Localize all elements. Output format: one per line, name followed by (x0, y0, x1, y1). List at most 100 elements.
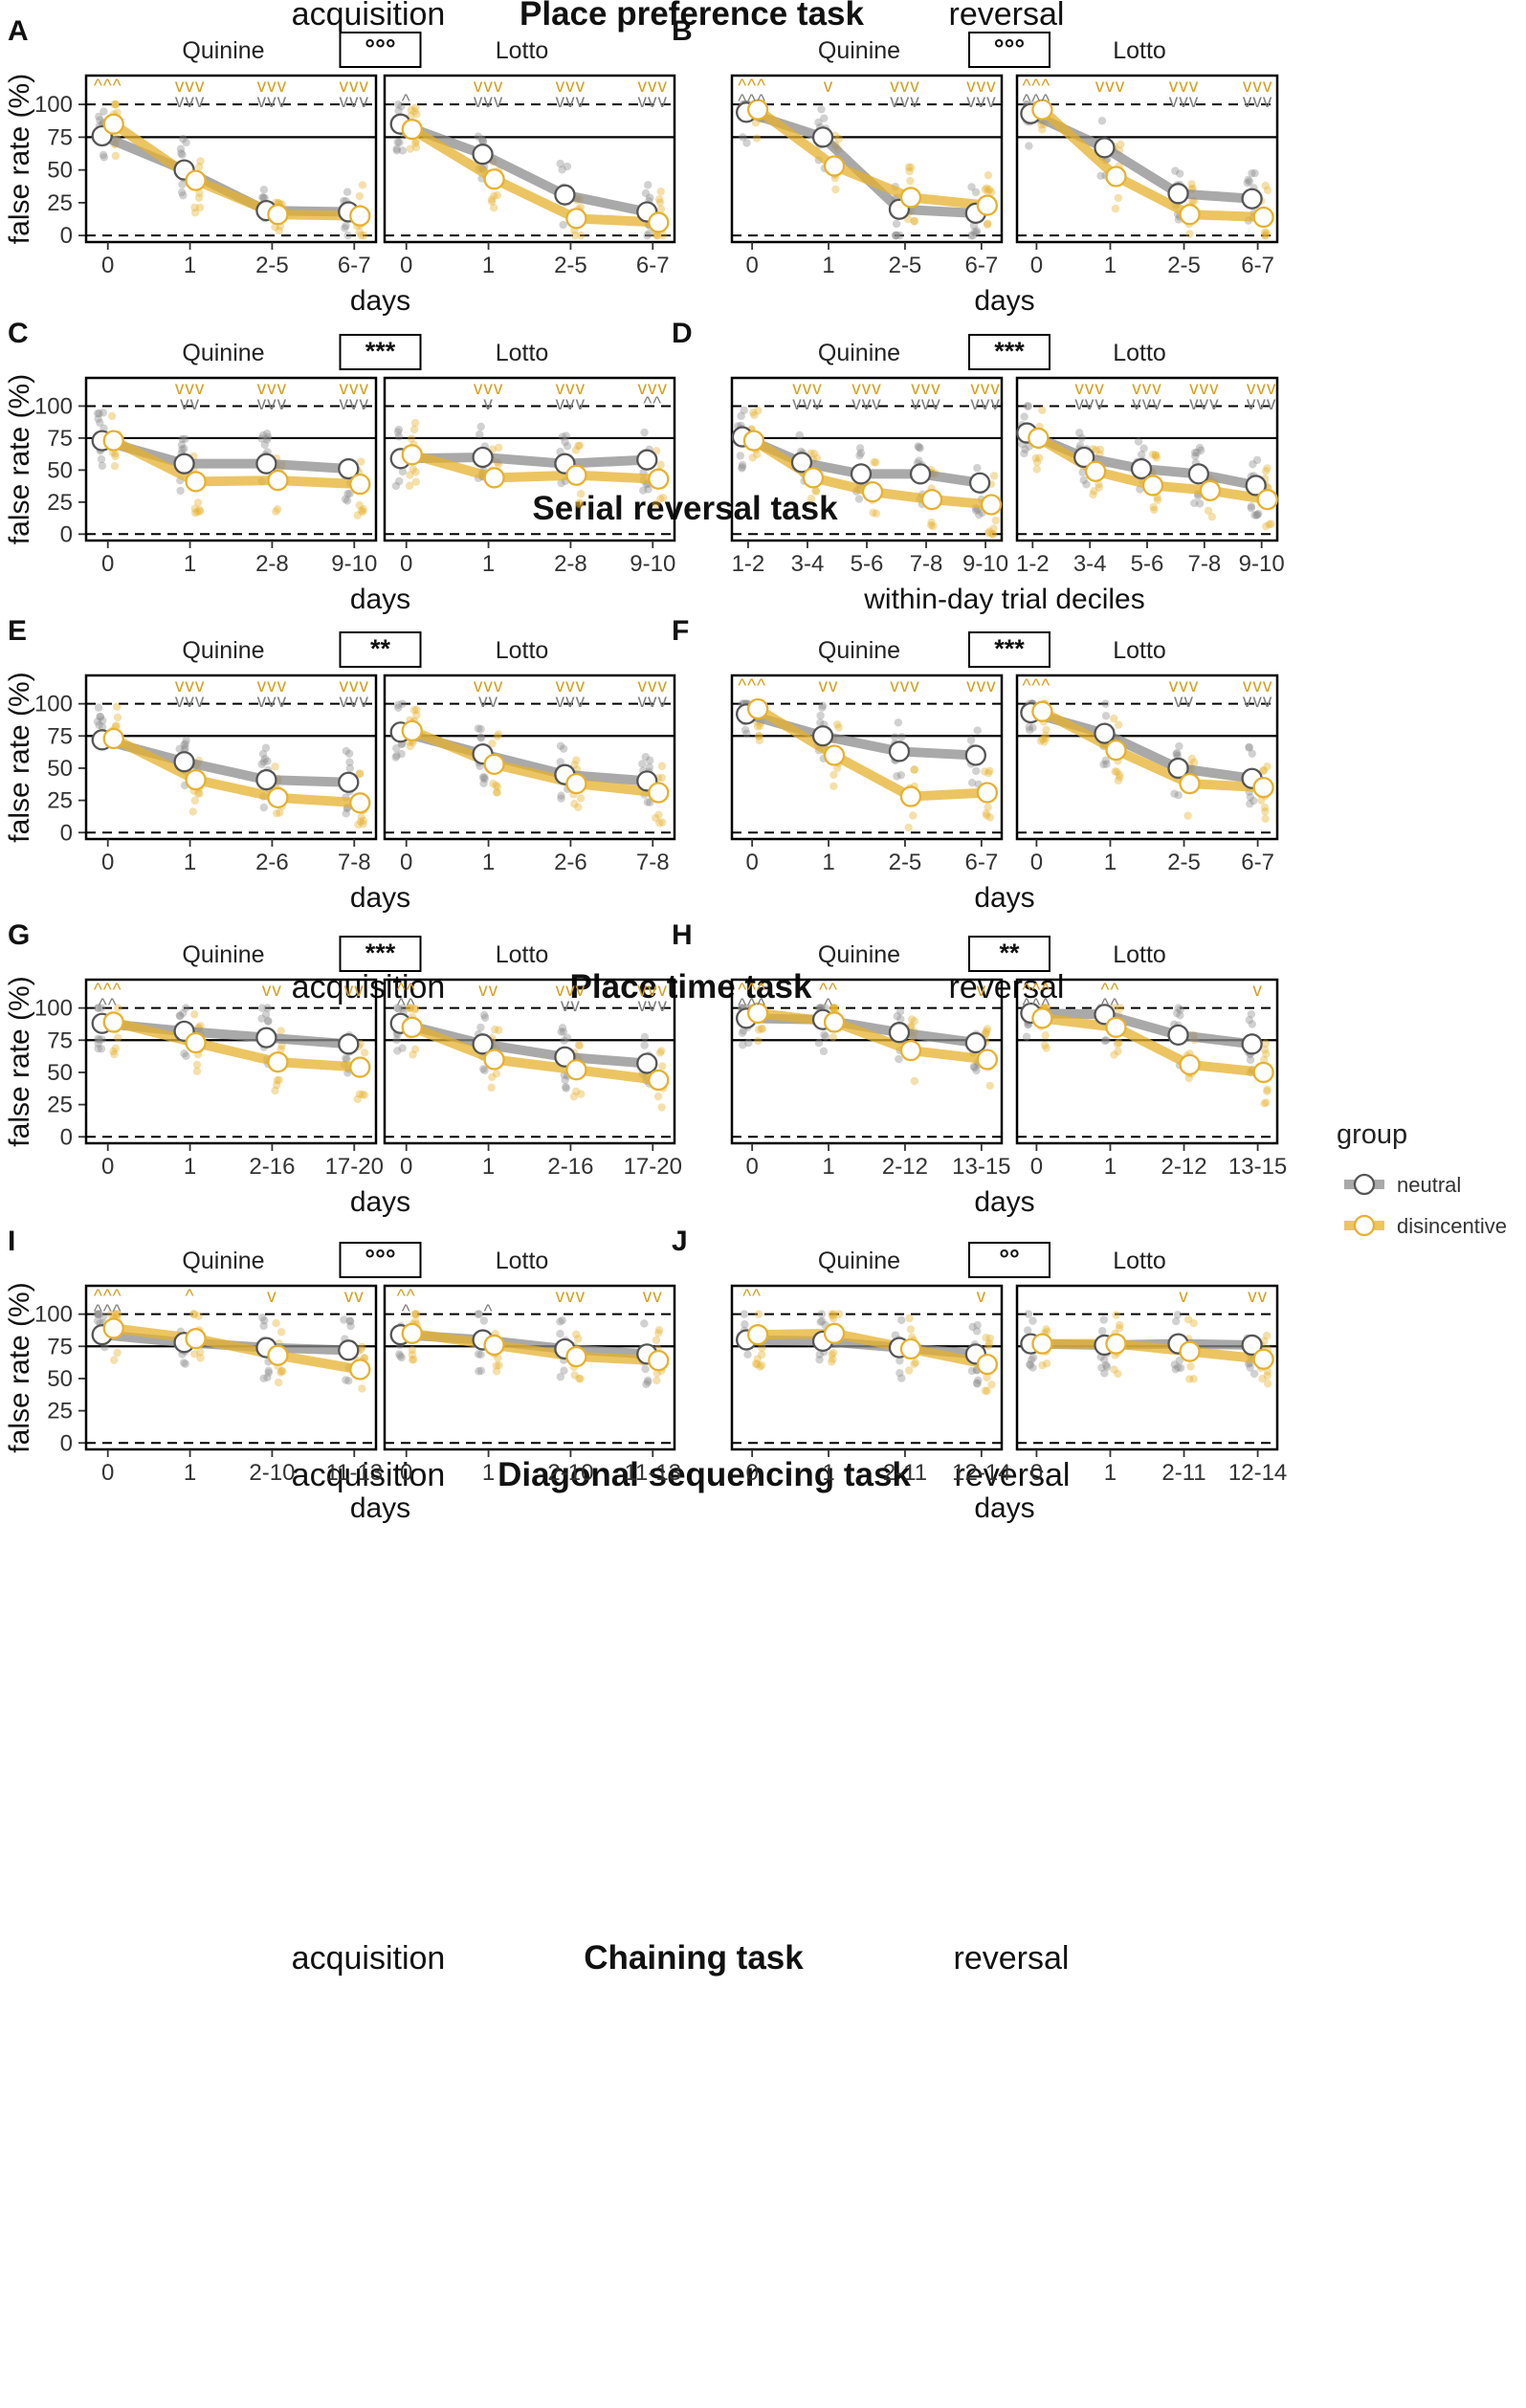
subject-point (260, 754, 270, 763)
subject-point (96, 418, 104, 427)
subject-point (478, 773, 488, 782)
quinine-label: Quinine (182, 637, 264, 664)
subject-point (1176, 1005, 1184, 1014)
subject-point (1102, 760, 1111, 768)
subject-point (1102, 1362, 1112, 1372)
subject-point (1114, 193, 1123, 203)
subject-point (829, 1310, 838, 1318)
x-tick-label: 6-7 (1241, 253, 1274, 278)
y-tick-label: 25 (47, 1093, 73, 1118)
subject-point (264, 1368, 274, 1378)
subject-point (983, 1386, 991, 1395)
subject-point (983, 1373, 991, 1382)
subject-point (872, 509, 881, 518)
subject-point (398, 146, 408, 155)
subject-point (1249, 460, 1257, 469)
subject-point (576, 490, 586, 498)
neutral-mean-point (472, 446, 494, 469)
subject-point (397, 1353, 406, 1362)
x-tick-label: 1 (184, 850, 196, 875)
disincentive-sig-marker: vvv (638, 379, 669, 399)
y-tick-label: 100 (34, 92, 73, 118)
disincentive-mean-point (483, 168, 505, 190)
subject-point (342, 746, 351, 756)
subject-point (412, 705, 421, 714)
subject-point (273, 808, 281, 818)
reversal-title: reversal (955, 1457, 1071, 1493)
subject-point (177, 440, 187, 450)
disincentive-sig-marker: vvv (1169, 676, 1200, 696)
legend-swatch-point (1353, 1173, 1376, 1196)
subject-point (644, 485, 652, 494)
subject-point (398, 699, 407, 708)
subject-point (856, 449, 866, 457)
subject-point (93, 409, 102, 418)
subject-point (93, 718, 102, 726)
disincentive-mean-point (401, 444, 423, 466)
subject-point (272, 507, 280, 516)
lotto-label: Lotto (496, 1248, 549, 1274)
subject-point (973, 726, 982, 735)
subject-point (1175, 741, 1183, 751)
x-tick-label: 1 (482, 1460, 495, 1486)
x-tick-label: 1 (822, 1154, 834, 1180)
subject-point (556, 758, 564, 766)
subject-point (985, 766, 994, 776)
subject-point (814, 118, 823, 127)
subject-point (277, 1367, 286, 1376)
subject-point (1095, 480, 1103, 489)
x-tick-label: 2-11 (883, 1460, 927, 1486)
subject-point (410, 418, 420, 428)
subject-point (984, 1338, 994, 1348)
subject-point (1040, 1041, 1050, 1049)
subject-point (1100, 1369, 1109, 1378)
subject-point (561, 1075, 569, 1085)
facet-frame (84, 674, 378, 841)
subject-point (94, 1004, 102, 1012)
lotto-label: Lotto (496, 941, 549, 968)
x-axis-label: within-day trial deciles (863, 584, 1144, 615)
subject-point (1022, 1032, 1031, 1041)
disincentive-mean-line (410, 450, 659, 484)
neutral-sig-marker: vvv (340, 92, 370, 112)
subject-point (892, 219, 901, 229)
subject-point (93, 1316, 102, 1325)
comparison-box (968, 32, 1051, 68)
subject-point (1263, 1087, 1272, 1095)
subject-point (1077, 433, 1086, 443)
disincentive-sig-marker: vvv (1243, 77, 1273, 97)
subject-point (1028, 723, 1037, 732)
subject-point (1261, 467, 1271, 475)
subject-point (640, 1041, 649, 1049)
subject-point (1114, 1369, 1122, 1379)
subject-point (111, 1044, 121, 1052)
subject-point (100, 153, 108, 162)
subject-point (393, 428, 403, 436)
disincentive-mean-point (648, 1069, 670, 1092)
y-tick-label: 50 (47, 1366, 73, 1392)
subject-point (1110, 714, 1118, 723)
facet-frame (1015, 674, 1279, 841)
subject-point (571, 446, 581, 454)
x-tick-label: 9-10 (1239, 551, 1285, 577)
subject-point (562, 431, 570, 440)
subject-point (829, 1004, 838, 1012)
subject-point (755, 731, 763, 740)
disincentive-mean-point (483, 467, 505, 489)
x-tick-label: 11-13 (624, 1460, 681, 1486)
disincentive-mean-point (483, 1049, 505, 1071)
subject-point (495, 1360, 503, 1370)
subject-point (408, 1356, 417, 1364)
legend-item-disincentive: disincentive (1397, 1214, 1507, 1238)
subject-point (411, 477, 420, 486)
neutral-sig-marker: ^^ (397, 996, 416, 1016)
subject-point (97, 1045, 106, 1053)
subject-point (756, 721, 764, 730)
x-tick-label: 7-8 (636, 850, 670, 875)
subject-point (411, 143, 421, 152)
subject-point (1021, 445, 1029, 453)
neutral-mean-point (472, 144, 494, 166)
subject-point (657, 1103, 666, 1112)
